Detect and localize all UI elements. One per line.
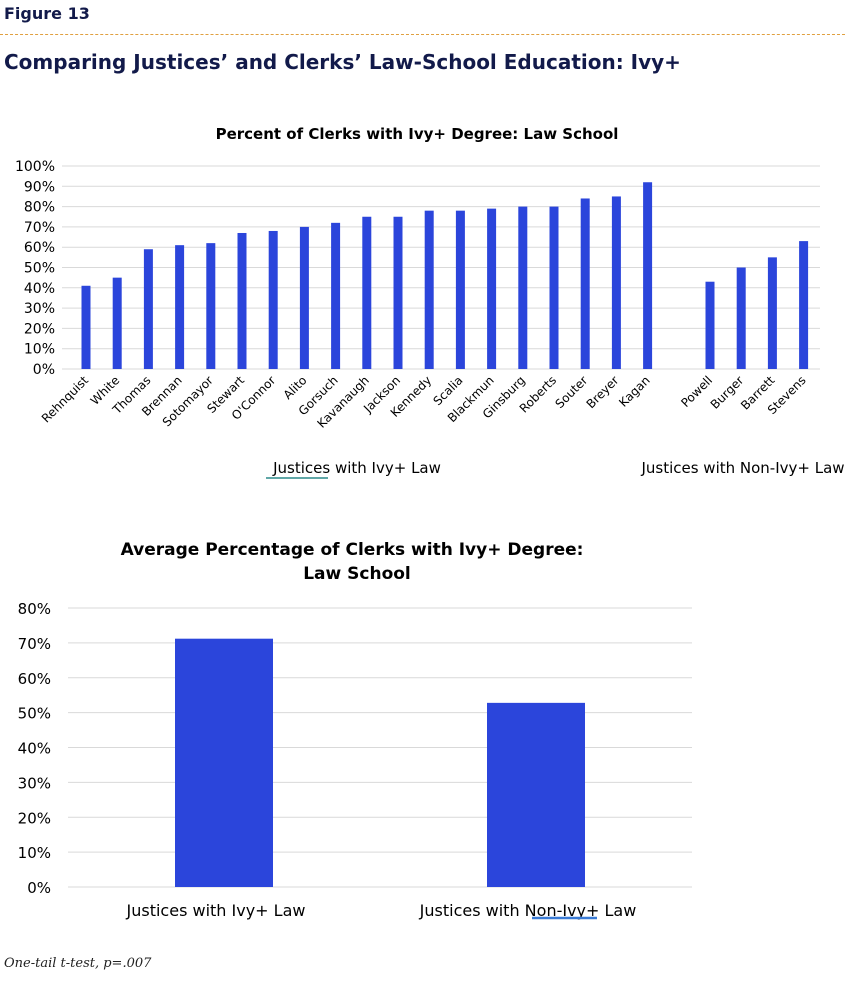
chart2-xtick-label: Justices with Ivy+ Law <box>126 901 306 920</box>
chart1-bar <box>518 206 528 369</box>
page-title: Comparing Justices’ and Clerks’ Law-Scho… <box>4 50 681 74</box>
chart1-bar <box>112 277 122 369</box>
chart1-ytick: 50% <box>24 261 55 277</box>
chart2-ytick: 60% <box>18 670 51 688</box>
chart2-ytick: 50% <box>18 705 51 723</box>
chart2-title-line2: Law School <box>303 564 411 584</box>
chart2-ytick: 20% <box>18 809 51 827</box>
chart1-bar <box>549 206 559 369</box>
figure-label: Figure 13 <box>4 4 90 23</box>
chart1-bar <box>799 241 809 369</box>
chart2-ytick: 30% <box>18 774 51 792</box>
chart2-bar <box>175 638 273 887</box>
chart2-ytick: 80% <box>18 600 51 618</box>
chart1-bar <box>393 216 403 369</box>
chart1-bar <box>268 230 278 369</box>
chart1-group-label: Justices with Ivy+ Law <box>272 459 441 477</box>
footnote: One-tail t-test, p=.007 <box>4 956 152 971</box>
divider <box>0 34 845 35</box>
chart1-ytick: 10% <box>24 342 55 358</box>
chart1-bar <box>299 226 309 369</box>
chart1-bar <box>611 196 621 369</box>
chart2-ytick: 0% <box>27 879 51 897</box>
chart1-ytick: 20% <box>24 321 55 337</box>
chart1-ytick: 100% <box>15 159 55 175</box>
chart1-ytick: 60% <box>24 240 55 256</box>
chart1-bar <box>331 222 341 369</box>
chart2-title-line1: Average Percentage of Clerks with Ivy+ D… <box>121 540 584 560</box>
chart1-bar <box>705 281 715 369</box>
chart1-group-label: Justices with Non-Ivy+ Law <box>640 459 844 477</box>
chart2-bar <box>487 702 585 887</box>
chart1-title: Percent of Clerks with Ivy+ Degree: Law … <box>216 125 619 143</box>
chart1-bar <box>237 232 247 369</box>
chart1-bar <box>487 208 497 369</box>
chart1-ytick: 90% <box>24 179 55 195</box>
chart1-bar <box>81 285 91 369</box>
chart1-ytick: 70% <box>24 220 55 236</box>
chart1-bar <box>206 243 216 369</box>
chart2-ytick: 70% <box>18 635 51 653</box>
chart1-bar <box>362 216 372 369</box>
chart1-bar <box>580 198 590 369</box>
chart1-bar <box>175 245 185 369</box>
chart1-ytick: 0% <box>33 362 55 378</box>
chart1-ytick: 30% <box>24 301 55 317</box>
chart-clerks-by-justice: Percent of Clerks with Ivy+ Degree: Law … <box>15 125 845 479</box>
chart2-ytick: 40% <box>18 740 51 758</box>
chart1-bar <box>143 249 153 369</box>
chart2-xtick-label: Justices with Non-Ivy+ Law <box>419 901 637 920</box>
chart1-bar <box>767 257 777 369</box>
chart1-bar <box>424 210 434 369</box>
chart1-bar <box>455 210 465 369</box>
chart2-ytick: 10% <box>18 844 51 862</box>
chart1-bar <box>736 267 746 369</box>
chart1-ytick: 80% <box>24 200 55 216</box>
chart1-ytick: 40% <box>24 281 55 297</box>
chart1-bar <box>643 182 653 369</box>
